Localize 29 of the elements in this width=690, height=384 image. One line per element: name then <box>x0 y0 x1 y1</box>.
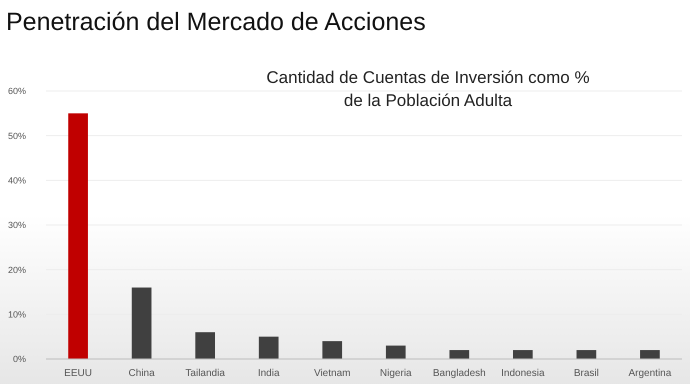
y-tick-label: 30% <box>8 220 26 230</box>
bar <box>195 332 216 359</box>
y-tick-label: 10% <box>8 309 26 320</box>
bar <box>512 350 533 359</box>
x-tick-label: Argentina <box>628 368 672 379</box>
y-tick-label: 50% <box>8 130 26 141</box>
x-tick-label: India <box>258 368 280 379</box>
bar <box>258 336 279 359</box>
x-tick-label: Indonesia <box>501 368 545 379</box>
x-tick-label: Tailandia <box>185 368 226 379</box>
x-tick-label: Bangladesh <box>432 368 486 379</box>
x-tick-label: Nigeria <box>380 368 412 379</box>
bar <box>449 350 470 359</box>
bar <box>640 350 660 359</box>
bar <box>132 288 152 359</box>
x-tick-label: Brasil <box>574 368 599 379</box>
y-tick-label: 20% <box>8 264 26 275</box>
bar <box>386 346 406 359</box>
y-tick-label: 60% <box>8 86 26 96</box>
chart-title: Penetración del Mercado de Acciones <box>6 8 426 36</box>
y-tick-label: 0% <box>12 354 26 364</box>
bar <box>322 341 342 359</box>
bar <box>68 113 88 359</box>
chart-subtitle: Cantidad de Cuentas de Inversión como % de la Población Adulta <box>266 68 590 110</box>
x-tick-label: EEUU <box>64 368 92 379</box>
bar <box>576 350 596 359</box>
x-tick-label: China <box>128 368 156 379</box>
y-tick-label: 40% <box>8 175 26 186</box>
x-tick-label: Vietnam <box>314 368 350 379</box>
